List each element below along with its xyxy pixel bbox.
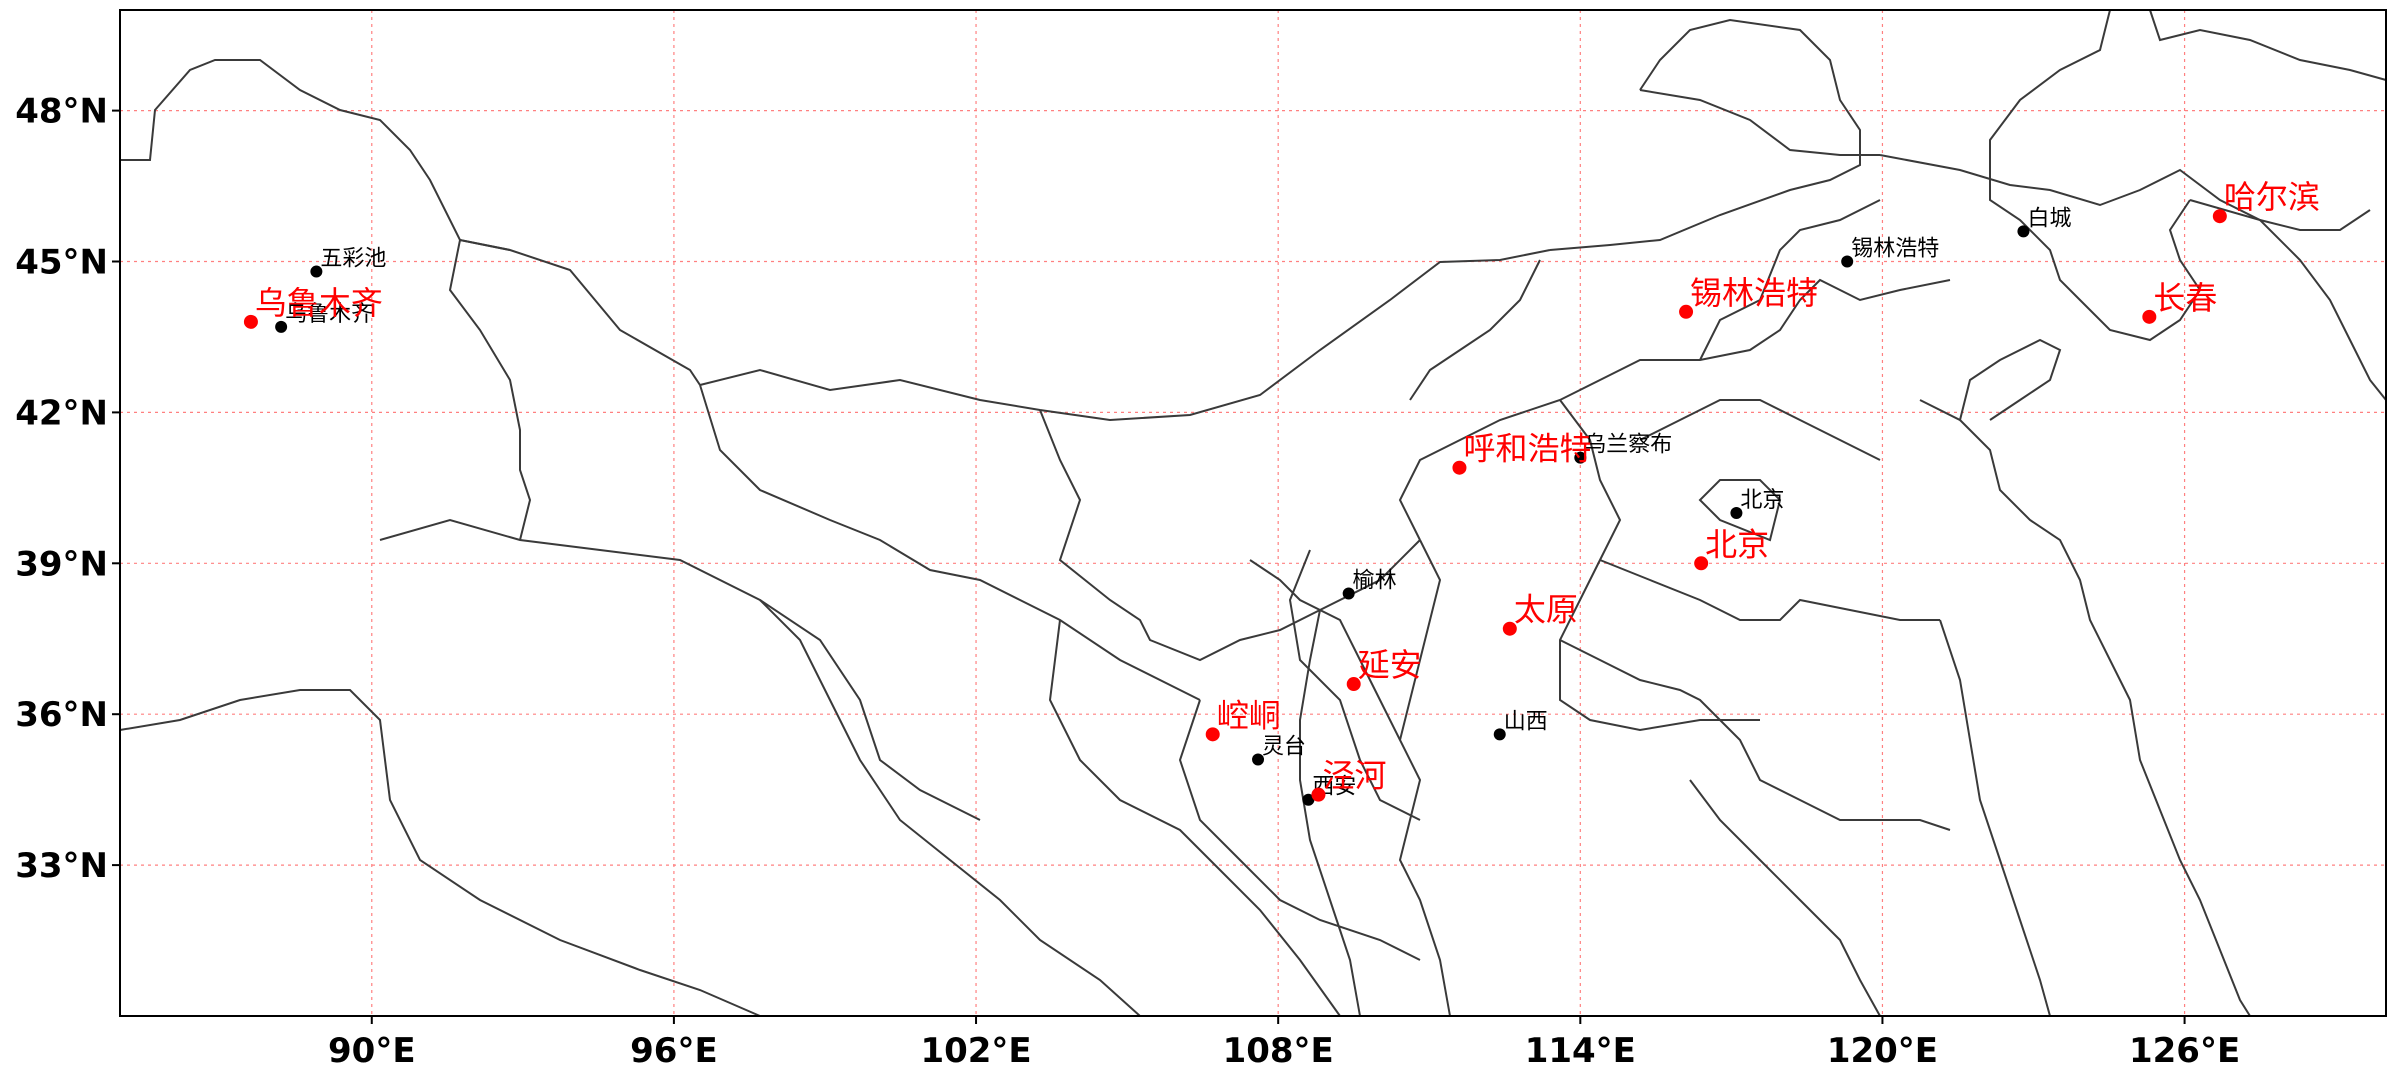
lon-tick-label: 114°E (1525, 1031, 1636, 1066)
black-station-marker (1574, 451, 1587, 464)
red-station-label: 乌鲁木齐 (255, 284, 383, 322)
plot-background (120, 10, 2386, 1016)
lon-tick-label: 120°E (1827, 1031, 1938, 1066)
red-station-marker (1452, 460, 1467, 475)
red-station-label: 长春 (2153, 279, 2217, 317)
border-lines (119, 9, 2387, 1017)
lon-tick-label: 102°E (920, 1031, 1031, 1066)
red-station-marker (1679, 304, 1694, 319)
black-station-label: 乌鲁木齐 (285, 302, 373, 327)
black-station-label: 锡林浩特 (1851, 237, 1939, 262)
red-station-label: 北京 (1705, 525, 1769, 563)
black-station-marker (1302, 793, 1315, 806)
red-station-marker (1694, 556, 1709, 571)
lon-tick-label: 108°E (1223, 1031, 1334, 1066)
red-station-label: 延安 (1358, 646, 1422, 684)
black-station-label: 北京 (1740, 488, 1784, 513)
black-station-label: 榆林 (1353, 568, 1397, 593)
lat-tick-label: 48°N (15, 92, 108, 132)
plot-frame (119, 9, 2387, 1017)
latitude-ticks: 48°N 45°N 42°N 39°N 36°N 33°N (15, 92, 120, 886)
lat-tick-label: 42°N (15, 393, 108, 433)
black-station-marker (275, 320, 288, 333)
lat-tick-label: 33°N (15, 846, 108, 886)
red-station-marker (1311, 787, 1326, 802)
longitude-ticks: 90°E 96°E 102°E 108°E 114°E 120°E 126°E (328, 1016, 2240, 1066)
red-station-marker (2142, 309, 2157, 324)
black-station-marker (1730, 507, 1743, 519)
red-station-label: 哈尔滨 (2224, 178, 2320, 216)
red-station-label: 太原 (1514, 591, 1578, 629)
black-station-label: 山西 (1504, 709, 1548, 734)
red-station-marker (1205, 727, 1220, 742)
lon-tick-label: 126°E (2129, 1031, 2240, 1066)
black-station-label: 乌兰察布 (1584, 433, 1672, 458)
red-station-marker (1502, 621, 1517, 636)
black-station-label: 白城 (2027, 206, 2071, 231)
black-station-marker (1493, 728, 1506, 741)
black-station-label: 灵台 (1262, 734, 1306, 759)
lon-tick-label: 90°E (328, 1031, 416, 1066)
lon-tick-label: 96°E (630, 1031, 718, 1066)
black-station-label: 五彩池 (320, 247, 386, 272)
red-station-label: 泾河 (1322, 757, 1386, 795)
red-station-marker (2212, 209, 2227, 224)
black-station-marker (1252, 753, 1265, 766)
black-station-marker (2017, 225, 2030, 238)
red-station-label: 崆峒 (1217, 696, 1281, 734)
lat-tick-label: 45°N (15, 243, 108, 283)
black-station-marker (1841, 255, 1854, 268)
black-station-marker (1342, 587, 1355, 600)
black-station-marker (310, 265, 323, 278)
red-station-marker (243, 314, 258, 329)
red-station-marker (1346, 677, 1361, 692)
red-station-label: 呼和浩特 (1463, 430, 1591, 468)
lat-tick-label: 39°N (15, 544, 108, 584)
red-station-label: 锡林浩特 (1690, 274, 1818, 312)
lat-tick-label: 36°N (15, 695, 108, 735)
